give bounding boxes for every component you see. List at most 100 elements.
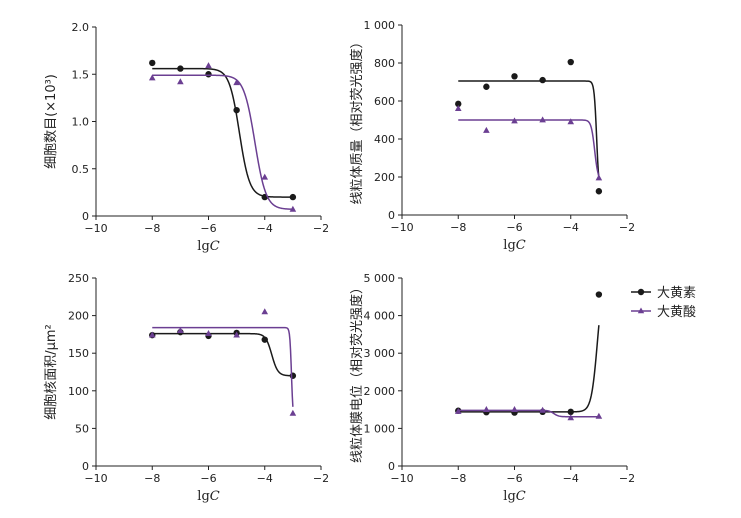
x-tick-label: −10 (390, 472, 413, 485)
data-point (149, 59, 156, 67)
x-axis-label: lgC (197, 239, 219, 254)
x-tick-label: −6 (506, 221, 522, 234)
y-axis-label: 细胞数目(×10³) (44, 74, 59, 169)
y-tick-label: 4 000 (364, 310, 396, 323)
y-tick-label: 0 (388, 209, 395, 222)
x-axis-label: lgC (503, 489, 525, 504)
data-point (483, 126, 490, 133)
data-point (233, 331, 240, 338)
y-axis-label: 细胞核面积/μm² (44, 324, 59, 420)
fit-curve (458, 325, 600, 413)
chart-panel-1: −10 −8 −6 −4 −2 0 0.5 1.0 1.5 2.0 lgC 细胞数目(×10³) (44, 21, 329, 254)
y-tick-label: 2.0 (72, 21, 90, 34)
y-tick-label: 100 (68, 385, 89, 398)
x-tick-label: −8 (450, 472, 466, 485)
data-point (261, 173, 269, 180)
x-tick-label: −4 (563, 472, 579, 485)
y-tick-label: 0 (82, 210, 89, 223)
data-point (511, 406, 518, 412)
x-tick-label: −6 (200, 472, 216, 485)
y-axis-label: 线粒体质量（相对荧光强度） (349, 35, 365, 204)
data-point (454, 105, 462, 111)
data-point (483, 406, 490, 412)
data-point (233, 106, 240, 114)
data-point (511, 117, 518, 124)
data-point (567, 408, 574, 416)
y-tick-label: 150 (68, 347, 89, 360)
data-point (595, 412, 603, 419)
y-tick-label: 600 (374, 95, 395, 108)
fit-curve (458, 119, 600, 177)
data-point (289, 193, 297, 201)
data-point (567, 414, 575, 421)
chart-panel-2: −10 −8 −6 −4 −2 0 200 400 600 800 1 000 lgC 线粒体质量（相对… (349, 19, 635, 253)
data-point (289, 372, 297, 379)
data-point (261, 308, 269, 315)
x-tick-label: −8 (450, 221, 466, 234)
data-point (233, 79, 240, 86)
data-point (177, 65, 184, 72)
x-axis-label: lgC (503, 238, 525, 253)
x-tick-label: −4 (563, 221, 579, 234)
y-tick-label: 2 000 (364, 385, 396, 398)
y-tick-label: 200 (374, 171, 395, 184)
y-tick-label: 800 (374, 57, 395, 70)
y-tick-label: 0 (82, 460, 89, 473)
chart-panel-4: −10 −8 −6 −4 −2 0 1 000 2 000 3 000 4 000 5 000 lgC… (349, 272, 635, 504)
fit-curve (152, 74, 293, 210)
fit-curve (152, 326, 294, 407)
legend-item-rhein: 大黄酸 (631, 305, 696, 320)
x-tick-label: −8 (144, 472, 160, 485)
data-point (567, 58, 574, 66)
y-tick-label: 3 000 (364, 347, 396, 360)
data-point (595, 174, 603, 181)
x-tick-label: −2 (619, 221, 635, 234)
y-tick-label: 1 000 (364, 422, 396, 435)
fit-curve (152, 67, 293, 198)
x-tick-label: −2 (313, 222, 329, 235)
data-point (483, 83, 490, 90)
y-tick-label: 400 (374, 133, 395, 146)
data-point (205, 71, 212, 78)
y-tick-label: 1.0 (72, 116, 90, 129)
legend-label-emodin: 大黄素 (657, 286, 696, 301)
data-point (177, 327, 184, 334)
x-tick-label: −10 (84, 472, 107, 485)
data-point (454, 407, 462, 414)
data-point (595, 291, 603, 298)
chart-panel-3: −10 −8 −6 −4 −2 0 50 100 150 200 250 lgC 细胞核面积/μm² (44, 272, 329, 504)
y-axis-label: 线粒体膜电位（相对荧光强度） (349, 281, 365, 463)
fit-curve (458, 80, 600, 179)
fit-curve (152, 332, 293, 377)
x-tick-label: −6 (506, 472, 522, 485)
x-tick-label: −10 (84, 222, 107, 235)
data-point (539, 116, 546, 123)
legend-item-emodin: 大黄素 (631, 286, 696, 301)
x-tick-label: −2 (619, 472, 635, 485)
y-tick-label: 250 (68, 272, 89, 285)
y-tick-label: 5 000 (364, 272, 396, 285)
data-point (177, 78, 184, 85)
data-point (205, 330, 212, 337)
data-point (539, 406, 546, 413)
data-point (455, 100, 462, 108)
y-tick-label: 1 000 (364, 19, 396, 32)
x-axis-label: lgC (197, 489, 219, 504)
x-tick-label: −4 (257, 222, 273, 235)
x-tick-label: −10 (390, 221, 413, 234)
x-tick-label: −8 (144, 222, 160, 235)
data-point (289, 205, 297, 212)
data-point (539, 76, 546, 84)
data-point (595, 188, 603, 195)
fit-curve (458, 409, 599, 418)
y-tick-label: 50 (75, 422, 89, 435)
legend-label-rhein: 大黄酸 (657, 305, 696, 320)
data-point (205, 62, 212, 69)
data-point (511, 73, 518, 80)
data-point (567, 118, 575, 125)
x-tick-label: −4 (257, 472, 273, 485)
data-point (289, 409, 297, 416)
y-tick-label: 200 (68, 310, 89, 323)
data-point (261, 336, 268, 343)
